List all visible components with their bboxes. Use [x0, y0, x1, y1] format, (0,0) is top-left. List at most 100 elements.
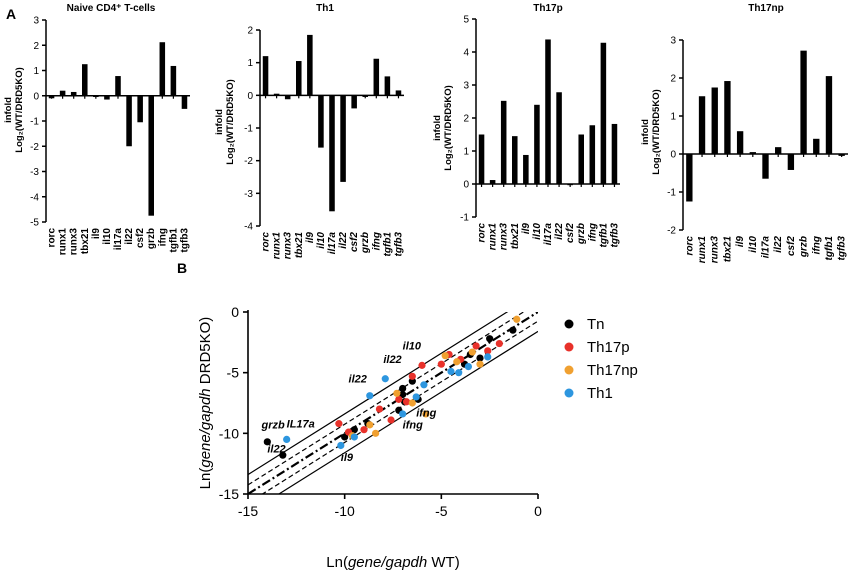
legend-label: Th17p — [587, 339, 630, 356]
y-axis-label-line1: infold — [432, 115, 443, 141]
bar-runx1 — [698, 96, 706, 154]
bar-il22 — [126, 95, 132, 147]
point-Th1 — [350, 433, 358, 441]
chart-title: Th17p — [533, 3, 562, 14]
y-axis-title-part: DRD5KO) — [197, 317, 214, 389]
bar-tbx21 — [296, 61, 302, 96]
category-label: ifng — [587, 223, 598, 241]
category-label: il10 — [316, 232, 327, 249]
y-tick-label: -5 — [227, 365, 240, 381]
chart-title: Th17np — [748, 3, 784, 14]
annotation-label: il10 — [403, 341, 422, 353]
point-Th17p — [360, 426, 368, 434]
x-tick-label: -10 — [335, 503, 355, 519]
category-label: tgfb1 — [382, 232, 393, 257]
y-axis-label: infold Log₂(WT/DRD5KO) — [640, 89, 662, 174]
legend-marker-Th17np — [564, 365, 574, 375]
bar-ifng — [373, 58, 380, 96]
point-Tn — [341, 433, 349, 441]
bar-tgfb1 — [170, 65, 177, 96]
category-label: tgfb1 — [168, 228, 179, 253]
reference-line-1 — [248, 312, 538, 494]
category-label: tgfb3 — [609, 223, 620, 248]
y-tick-label: 1 — [670, 112, 676, 123]
point-Th1 — [455, 369, 463, 377]
bar-il10 — [749, 152, 756, 154]
point-Th1 — [420, 381, 428, 389]
bar-csf2 — [351, 95, 357, 109]
category-label: runx3 — [283, 232, 294, 260]
point-Th17p — [375, 405, 384, 413]
category-label: tgfb1 — [824, 236, 835, 261]
point-Th17p — [437, 360, 445, 368]
y-tick-label: -4 — [244, 222, 253, 233]
y-tick-label: 1 — [463, 147, 469, 158]
category-label: grzb — [360, 232, 371, 254]
point-Tn — [279, 451, 287, 459]
category-label: rorc — [261, 232, 272, 252]
category-label: tgfb3 — [837, 236, 848, 261]
point-Tn — [486, 335, 494, 343]
category-label: tbx21 — [510, 223, 521, 250]
bar-ifng — [813, 138, 820, 154]
y-tick-label: 0 — [463, 180, 469, 191]
bar-grzb — [148, 95, 154, 216]
point-Th1 — [366, 392, 374, 400]
bar-il22 — [775, 147, 782, 154]
panel-letter-a: A — [6, 6, 17, 22]
bar-csf2 — [137, 95, 143, 123]
y-tick-label: -2 — [244, 156, 253, 167]
annotation-label: il9 — [341, 452, 354, 464]
bar-grzb — [800, 50, 807, 154]
point-Th1 — [464, 363, 472, 371]
bar-il17a — [329, 95, 335, 212]
category-label: il9 — [735, 236, 746, 248]
chart-title: Naive CD4⁺ T-cells — [67, 3, 156, 14]
y-axis-title: Ln(gene/gapdh DRD5KO) — [197, 317, 214, 490]
point-Th17p — [408, 372, 416, 380]
bar-tbx21 — [82, 64, 88, 96]
point-Tn — [476, 354, 484, 362]
point-Tn — [509, 326, 517, 334]
y-axis-label-line2: Log₂(WT/DRD5KO) — [443, 85, 454, 170]
category-label: il22 — [773, 236, 784, 253]
category-label: il22 — [338, 232, 349, 249]
y-axis-label-line2: Log₂(WT/DRD5KO) — [225, 79, 236, 164]
y-axis-label-line2: Log₂(WT/DRD5KO) — [651, 89, 662, 174]
y-axis-label: infold Log₂(WT/DRD5KO) — [432, 85, 454, 170]
point-Th17p — [335, 420, 343, 428]
category-label: rorc — [477, 223, 488, 243]
category-label: il9 — [91, 228, 102, 240]
annotation-label: il22 — [267, 444, 285, 456]
y-tick-label: -3 — [30, 167, 39, 178]
bar-runx3 — [711, 87, 718, 154]
category-label: il9 — [305, 232, 316, 244]
bar-il10 — [318, 95, 324, 148]
category-label: ifng — [157, 228, 168, 246]
y-tick-label: 0 — [33, 91, 39, 102]
point-Th1 — [337, 441, 345, 450]
x-tick-label: 0 — [534, 503, 542, 519]
category-label: runx1 — [272, 232, 283, 260]
category-label: csf2 — [786, 236, 797, 256]
bar-il10 — [534, 104, 540, 184]
category-label: il17a — [327, 232, 338, 255]
bar-il22 — [340, 95, 346, 182]
category-label: runx3 — [499, 223, 510, 251]
category-label: il10 — [748, 236, 759, 253]
y-tick-label: -10 — [219, 425, 239, 441]
bar-grzb — [578, 134, 584, 184]
bar-il9 — [736, 131, 744, 154]
category-label: grzb — [799, 236, 810, 258]
category-label: grzb — [576, 223, 587, 245]
y-tick-label: 1 — [33, 66, 39, 77]
y-tick-label: -1 — [460, 213, 469, 224]
category-label: runx1 — [697, 236, 708, 264]
category-label: tbx21 — [80, 228, 91, 255]
bar-tgfb1 — [384, 76, 391, 96]
y-axis-label-line1: infold — [640, 119, 651, 145]
bar-runx3 — [70, 91, 77, 96]
